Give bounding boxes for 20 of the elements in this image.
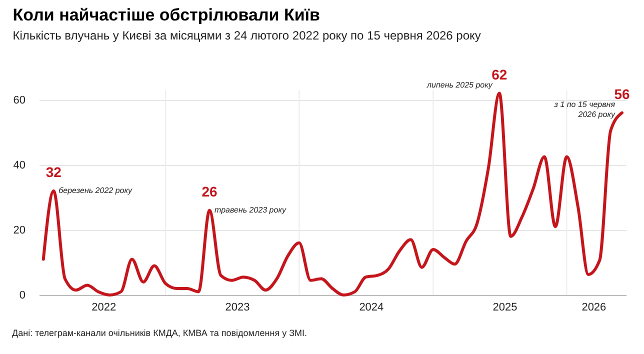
annotation: липень 2025 року <box>426 80 494 90</box>
x-tick-label: 2025 <box>492 302 518 314</box>
y-tick-label: 0 <box>19 290 26 302</box>
annotation: з 1 по 15 червня 2026 року <box>553 100 616 119</box>
x-tick-label: 2022 <box>92 302 116 314</box>
x-tick-label: 2024 <box>359 302 384 314</box>
chart-title: Коли найчастіше обстрілювали Київ <box>12 5 320 24</box>
annotation: березень 2022 року <box>58 186 133 195</box>
data-label: 62 <box>492 66 508 82</box>
data-label: 32 <box>46 164 62 180</box>
text: Дані: телеграм-канали очільників КМДА, КМВА та повідомлення у ЗМІ. <box>12 328 308 338</box>
y-tick-label: 20 <box>13 224 26 236</box>
y-tick-label: 60 <box>13 94 26 106</box>
chart-subtitle: Кількість влучань у Києві за місяцями з 24 лютого 2022 року по 15 червня 2026 року <box>12 28 481 42</box>
x-tick-label: 2023 <box>225 302 250 314</box>
annotation: травень 2023 року <box>214 205 287 214</box>
data-label: 26 <box>202 183 218 200</box>
y-tick-label: 40 <box>13 159 26 172</box>
data-label: 56 <box>614 86 630 102</box>
x-tick-label: 2026 <box>582 302 606 314</box>
